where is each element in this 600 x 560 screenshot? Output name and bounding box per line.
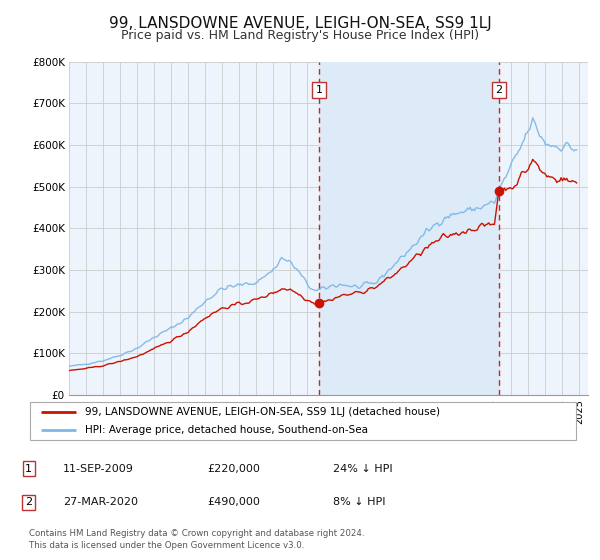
Text: 99, LANSDOWNE AVENUE, LEIGH-ON-SEA, SS9 1LJ (detached house): 99, LANSDOWNE AVENUE, LEIGH-ON-SEA, SS9 … — [85, 407, 440, 417]
Text: 1: 1 — [25, 464, 32, 474]
Text: £220,000: £220,000 — [207, 464, 260, 474]
Text: This data is licensed under the Open Government Licence v3.0.: This data is licensed under the Open Gov… — [29, 542, 304, 550]
Text: £490,000: £490,000 — [207, 497, 260, 507]
Text: 24% ↓ HPI: 24% ↓ HPI — [333, 464, 392, 474]
Text: 2: 2 — [495, 85, 502, 95]
Bar — [319, 62, 499, 395]
Text: 2: 2 — [25, 497, 32, 507]
Text: 1: 1 — [316, 85, 323, 95]
Text: HPI: Average price, detached house, Southend-on-Sea: HPI: Average price, detached house, Sout… — [85, 425, 368, 435]
Text: Contains HM Land Registry data © Crown copyright and database right 2024.: Contains HM Land Registry data © Crown c… — [29, 529, 364, 538]
Text: Price paid vs. HM Land Registry's House Price Index (HPI): Price paid vs. HM Land Registry's House … — [121, 29, 479, 42]
Text: 8% ↓ HPI: 8% ↓ HPI — [333, 497, 386, 507]
Text: 27-MAR-2020: 27-MAR-2020 — [63, 497, 138, 507]
Text: 99, LANSDOWNE AVENUE, LEIGH-ON-SEA, SS9 1LJ: 99, LANSDOWNE AVENUE, LEIGH-ON-SEA, SS9 … — [109, 16, 491, 31]
Text: 11-SEP-2009: 11-SEP-2009 — [63, 464, 134, 474]
